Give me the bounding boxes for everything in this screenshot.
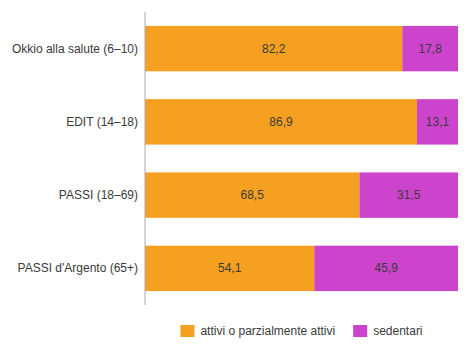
chart: 82,2 17,8 86,9 13,1 68,5 31,5 54,1 45,9 Okkio al…	[0, 0, 474, 355]
legend-label: attivi o parzialmente attivi	[200, 324, 335, 338]
y-tick-label: Okkio alla salute (6–10)	[12, 42, 138, 56]
y-tick-label: EDIT (14–18)	[66, 115, 138, 129]
bar	[402, 26, 458, 71]
bar	[145, 99, 417, 144]
data-label: 45,9	[374, 261, 398, 275]
data-label: 17,8	[418, 42, 442, 56]
data-label: 68,5	[241, 188, 265, 202]
bar	[145, 246, 314, 291]
data-label: 54,1	[218, 261, 242, 275]
y-axis-line	[145, 12, 146, 305]
legend-swatch	[353, 325, 367, 337]
bar	[145, 26, 402, 71]
legend-swatch	[180, 325, 194, 337]
y-tick-labels: Okkio alla salute (6–10) EDIT (14–18) PASS…	[12, 42, 138, 276]
bar	[417, 99, 458, 144]
bar	[314, 246, 458, 291]
data-labels: 82,2 17,8 86,9 13,1 68,5 31,5 54,1 45,9	[218, 42, 450, 276]
data-label: 82,2	[262, 42, 286, 56]
legend: attivi o parzialmente attivi sedentari	[180, 324, 422, 338]
data-label: 86,9	[269, 115, 293, 129]
y-tick-label: PASSI d'Argento (65+)	[18, 261, 138, 275]
bars	[145, 26, 458, 291]
data-label: 13,1	[426, 115, 450, 129]
data-label: 31,5	[397, 188, 421, 202]
background	[0, 0, 474, 355]
bar	[359, 172, 458, 217]
bar	[145, 172, 359, 217]
chart-container: 82,2 17,8 86,9 13,1 68,5 31,5 54,1 45,9 Okkio al…	[0, 0, 474, 355]
y-tick-label: PASSI (18–69)	[59, 188, 138, 202]
legend-label: sedentari	[373, 324, 422, 338]
